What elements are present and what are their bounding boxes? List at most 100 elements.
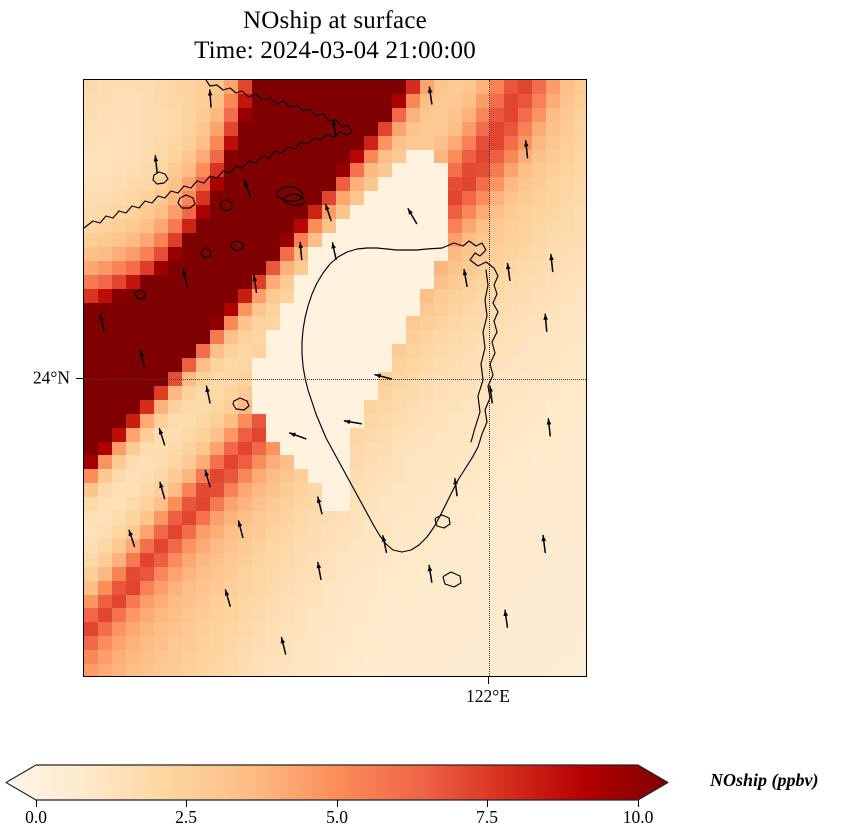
heatmap-cell	[434, 260, 449, 276]
heatmap-cell	[98, 232, 113, 248]
heatmap-cell	[504, 107, 519, 123]
heatmap-cell	[154, 107, 169, 123]
heatmap-cell	[336, 191, 351, 206]
heatmap-cell	[350, 163, 365, 178]
heatmap-cell	[168, 80, 183, 95]
heatmap-cell	[224, 149, 239, 165]
heatmap-cell	[112, 93, 127, 109]
heatmap-cell	[84, 232, 99, 248]
heatmap-cell	[266, 260, 281, 276]
heatmap-cell	[126, 177, 141, 192]
heatmap-cell	[84, 135, 99, 151]
heatmap-cell	[462, 93, 477, 109]
heatmap-cell	[560, 219, 575, 234]
heatmap-cell	[378, 246, 393, 262]
heatmap-cell	[504, 149, 519, 165]
heatmap-cell	[518, 205, 533, 220]
heatmap-cell	[350, 219, 365, 234]
heatmap-cell	[112, 219, 127, 234]
heatmap-cell	[518, 358, 533, 373]
heatmap-cell	[210, 330, 225, 345]
heatmap-cell	[196, 191, 211, 206]
heatmap-cell	[252, 177, 267, 192]
heatmap-cell	[420, 121, 435, 137]
heatmap-cell	[448, 121, 463, 137]
heatmap-cell	[182, 302, 197, 317]
heatmap-cell	[280, 330, 295, 345]
heatmap-cell	[154, 135, 169, 151]
heatmap-cell	[140, 93, 155, 109]
heatmap-cell	[168, 316, 183, 331]
heatmap-cell	[490, 330, 505, 345]
heatmap-cell	[504, 302, 519, 317]
heatmap-cell	[490, 246, 505, 262]
heatmap-cell	[210, 399, 225, 415]
heatmap-cell	[140, 302, 155, 317]
heatmap-cell	[182, 135, 197, 151]
heatmap-cell	[182, 385, 197, 401]
heatmap-cell	[546, 93, 561, 109]
heatmap-cell	[112, 191, 127, 206]
heatmap-cell	[504, 358, 519, 373]
colorbar[interactable]: 0.0 2.5 5.0 7.5 10.0	[0, 755, 842, 836]
heatmap-cell	[462, 330, 477, 345]
heatmap-cell	[168, 93, 183, 109]
wind-arrow-head	[207, 90, 213, 96]
heatmap-cell	[280, 302, 295, 317]
heatmap-cell	[140, 385, 155, 401]
heatmap-cell	[266, 135, 281, 151]
heatmap-cell	[518, 385, 533, 401]
heatmap-cell	[406, 330, 421, 345]
heatmap-cell	[490, 107, 505, 123]
heatmap-cell	[546, 288, 561, 304]
heatmap-cell	[378, 107, 393, 123]
heatmap-cell	[84, 385, 99, 401]
heatmap-cell	[532, 135, 547, 151]
heatmap-cell	[252, 135, 267, 151]
heatmap-cell	[364, 246, 379, 262]
heatmap-cell	[532, 288, 547, 304]
heatmap-cell	[308, 246, 323, 262]
heatmap-cell	[560, 80, 575, 95]
heatmap-cell	[504, 135, 519, 151]
heatmap-cell	[154, 344, 169, 359]
heatmap-cell	[336, 330, 351, 345]
heatmap-cell	[210, 163, 225, 178]
heatmap-cell	[252, 358, 267, 373]
heatmap-cell	[574, 80, 586, 95]
heatmap-cell	[504, 93, 519, 109]
heatmap-cell	[112, 302, 127, 317]
heatmap-cell	[336, 399, 351, 415]
heatmap-cell	[98, 205, 113, 220]
map-axes[interactable]	[83, 79, 587, 677]
heatmap-cell	[462, 163, 477, 178]
heatmap-cell	[210, 80, 225, 95]
colorbar-gradient	[5, 764, 669, 801]
heatmap-cell	[448, 135, 463, 151]
heatmap-cell	[392, 93, 407, 109]
heatmap-cell	[574, 219, 586, 234]
heatmap-cell	[406, 288, 421, 304]
heatmap-cell	[210, 302, 225, 317]
heatmap-cell	[126, 135, 141, 151]
heatmap-cell	[84, 121, 99, 137]
heatmap-cell	[560, 191, 575, 206]
heatmap-cell	[350, 191, 365, 206]
heatmap-cell	[84, 260, 99, 276]
heatmap-cell	[238, 302, 253, 317]
heatmap-cell	[434, 149, 449, 165]
heatmap-cell	[392, 135, 407, 151]
heatmap-cell	[476, 135, 491, 151]
colorbar-label-3: 7.5	[476, 807, 498, 827]
heatmap-cell	[420, 246, 435, 262]
title-line-time: Time: 2024-03-04 21:00:00	[194, 36, 476, 64]
heatmap-cell	[392, 191, 407, 206]
heatmap-cell	[350, 149, 365, 165]
heatmap-cell	[406, 163, 421, 178]
title-line-variable: NOship at surface	[243, 7, 427, 34]
heatmap-cell	[84, 399, 99, 415]
heatmap-cell	[266, 274, 281, 290]
heatmap-cell	[350, 316, 365, 331]
heatmap-cell	[168, 385, 183, 401]
